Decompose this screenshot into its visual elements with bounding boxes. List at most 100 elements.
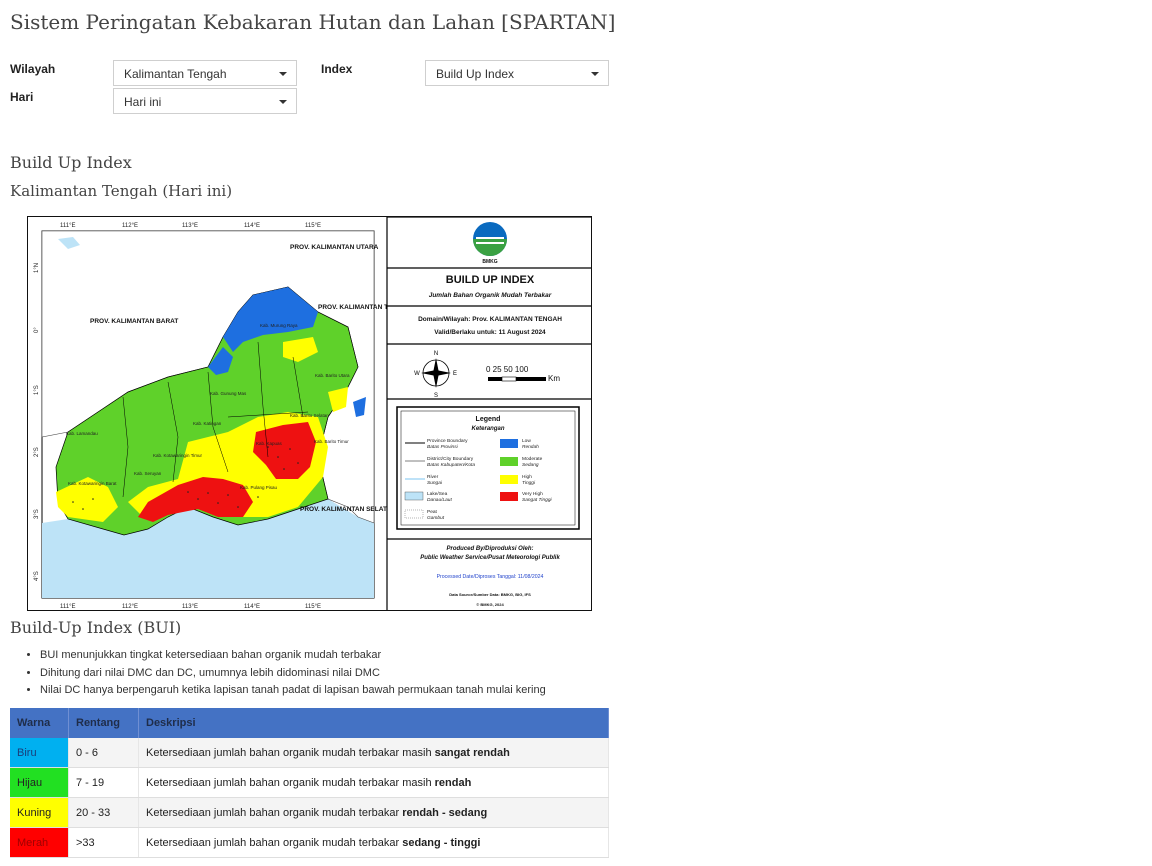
legend-item-sub: Gambut — [427, 515, 445, 521]
scale-bar-text: 0 25 50 100 — [486, 365, 529, 374]
district-label: Kab. Barito Utara — [315, 373, 350, 378]
legend-item-label: District/City Boundary — [427, 456, 474, 462]
legend-item-label: Province Boundary — [427, 438, 468, 444]
compass-e: E — [453, 371, 457, 377]
legend-item-label: River — [427, 474, 439, 480]
legend-swatch-veryhigh — [500, 492, 518, 501]
legend-item-sub: Batas Kabupaten/Kota — [427, 462, 475, 468]
bmkg-logo: BMKG — [473, 222, 507, 265]
legend-swatch-high — [500, 475, 518, 484]
color-cell: Merah — [10, 827, 69, 858]
data-source: Data Source/Sumber Data: BMKG, BIG, IFS — [449, 592, 531, 597]
lon-tick-label: 114°E — [244, 604, 260, 610]
table-row: Kuning 20 - 33 Ketersediaan jumlah bahan o… — [10, 797, 609, 828]
prov-label-kalsel: PROV. KALIMANTAN SELATAN — [300, 506, 396, 513]
chevron-down-icon — [279, 72, 287, 76]
district-label: Kab. Barito Selatan — [290, 413, 329, 418]
legend-class-label: Low — [522, 438, 531, 444]
district-label: Kab. Kotawaringin Barat — [68, 481, 117, 486]
description-prefix: Ketersediaan jumlah bahan organik mudah … — [146, 746, 403, 759]
low-area-east — [353, 397, 366, 417]
district-label: Kab. Murung Raya — [260, 323, 298, 328]
legend-class-label: High — [522, 474, 532, 480]
note-item: BUI menunjukkan tingkat ketersediaan bah… — [40, 647, 546, 665]
high-area-2 — [328, 387, 348, 412]
result-title: Build Up Index — [10, 153, 132, 172]
low-area-west — [208, 347, 233, 375]
lat-tick-label: 1°N — [34, 263, 40, 273]
result-subtitle: Kalimantan Tengah (Hari ini) — [10, 182, 233, 200]
district-label: Kab. Kotawaringin Timur — [153, 453, 203, 458]
bmkg-logo-text: BMKG — [482, 259, 497, 265]
map-panel-title: BUILD UP INDEX — [446, 274, 535, 286]
legend-item-sub: Sungai — [427, 480, 443, 486]
wilayah-select[interactable]: Kalimantan Tengah — [113, 60, 297, 86]
hari-select-value: Hari ini — [124, 95, 162, 109]
compass-s: S — [434, 393, 438, 399]
legend-item-sub: Batas Provinsi — [427, 444, 459, 450]
legend-class-sub: Sangat Tinggi — [522, 497, 552, 503]
description-cell: Ketersediaan jumlah bahan organik mudah … — [138, 797, 609, 828]
legend-swatch-moderate — [500, 457, 518, 466]
chevron-down-icon — [279, 100, 287, 104]
district-lines — [122, 341, 309, 498]
lon-tick-label: 115°E — [305, 223, 321, 229]
table-row: Biru 0 - 6 Ketersediaan jumlah bahan organ… — [10, 738, 609, 768]
table-header-row: Warna Rentang Deskripsi — [10, 708, 609, 738]
district-label: Kab. Kapuas — [256, 441, 283, 446]
legend-box — [396, 406, 580, 530]
compass-w: W — [414, 371, 420, 377]
index-select[interactable]: Build Up Index — [425, 60, 609, 86]
description-level: sedang - tinggi — [402, 836, 481, 849]
compass-n: N — [434, 351, 438, 357]
col-header-deskripsi: Deskripsi — [138, 708, 609, 738]
lake-shape — [58, 237, 80, 249]
description-mid: masih — [402, 776, 435, 789]
hari-select[interactable]: Hari ini — [113, 88, 297, 114]
map-panel-subtitle: Jumlah Bahan Organik Mudah Terbakar — [429, 292, 552, 299]
legend-item-label: Lake/Sea — [427, 491, 448, 497]
range-cell: 20 - 33 — [68, 797, 139, 828]
low-area-north — [223, 287, 318, 352]
lat-tick-label: 4°S — [34, 571, 40, 581]
description-cell: Ketersediaan jumlah bahan organik mudah … — [138, 827, 609, 858]
lon-tick-label: 113°E — [182, 604, 198, 610]
lat-tick-label: 0° — [34, 327, 40, 333]
peat-dots — [72, 446, 299, 510]
description-mid: masih — [402, 746, 435, 759]
veryhigh-area-2 — [138, 477, 253, 522]
legend-class-label: Moderate — [522, 456, 543, 462]
scale-bar — [488, 376, 546, 382]
district-label: Kab. Katingan — [193, 421, 222, 426]
color-cell: Hijau — [10, 767, 69, 798]
legend-swatch-low — [500, 439, 518, 448]
lon-tick-label: 115°E — [305, 604, 321, 610]
lon-tick-label: 114°E — [244, 223, 260, 229]
district-label: Kab. Pulang Pisau — [240, 485, 278, 490]
lon-tick-labels: 111°E 112°E 113°E 114°E 115°E 111°E 112°… — [60, 223, 321, 610]
produced-by: Produced By/Diproduksi Oleh: — [446, 546, 533, 552]
table-row: Merah >33 Ketersediaan jumlah bahan organi… — [10, 827, 609, 858]
legend-class-sub: Sedang — [522, 462, 539, 468]
district-label: Kab. Barito Timur — [314, 439, 349, 444]
description-cell: Ketersediaan jumlah bahan organik mudah … — [138, 738, 609, 768]
lat-tick-labels: 1°N 0° 1°S 2°S 3°S 4°S — [34, 263, 40, 581]
range-cell: 7 - 19 — [68, 767, 139, 798]
range-cell: 0 - 6 — [68, 738, 139, 768]
scale-unit: Km — [548, 374, 560, 383]
legend-left-items: Province Boundary Batas Provinsi Distric… — [404, 438, 475, 521]
chevron-down-icon — [591, 72, 599, 76]
description-level: sangat rendah — [434, 746, 510, 759]
lon-tick-label: 112°E — [122, 223, 138, 229]
bui-table: Warna Rentang Deskripsi Biru 0 - 6 Keterse… — [10, 708, 609, 858]
wilayah-select-value: Kalimantan Tengah — [124, 67, 227, 81]
description-level: rendah — [434, 776, 472, 789]
lon-tick-label: 111°E — [60, 604, 76, 610]
col-header-rentang: Rentang — [68, 708, 139, 738]
note-item: Dihitung dari nilai DMC dan DC, umumnya … — [40, 665, 546, 683]
legend-item-sub: Danau/Laut — [427, 497, 452, 503]
veryhigh-area-1 — [253, 422, 316, 479]
color-cell: Kuning — [10, 797, 69, 828]
description-prefix: Ketersediaan jumlah bahan organik mudah … — [146, 806, 403, 819]
lon-tick-label: 112°E — [122, 604, 138, 610]
